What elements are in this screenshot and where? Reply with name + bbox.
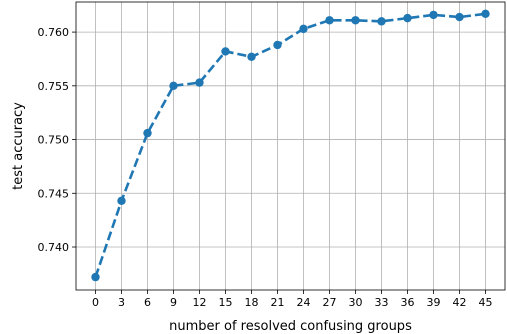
data-point <box>481 9 490 19</box>
x-tick-label: 30 <box>349 296 363 309</box>
data-point <box>325 16 334 25</box>
data-point <box>169 81 178 91</box>
data-point <box>351 16 360 25</box>
x-tick-label: 21 <box>271 296 285 309</box>
data-point <box>91 272 100 282</box>
y-tick-label: 0.740 <box>38 241 70 254</box>
data-point <box>221 47 230 56</box>
y-tick-label: 0.760 <box>38 26 70 39</box>
x-tick-label: 39 <box>427 296 441 309</box>
x-tick-label: 45 <box>479 296 493 309</box>
x-axis-ticks: 0 3 6 9 12 15 18 21 24 27 30 33 36 39 42 45 <box>92 290 493 309</box>
data-point <box>117 196 126 206</box>
series-layer <box>91 9 490 282</box>
data-point <box>455 12 464 22</box>
y-tick-label: 0.745 <box>38 187 70 200</box>
y-tick-label: 0.750 <box>38 134 70 147</box>
data-point <box>273 40 282 50</box>
grid <box>76 2 505 290</box>
x-tick-label: 6 <box>144 296 151 309</box>
data-point <box>143 128 152 138</box>
data-point <box>299 24 308 34</box>
data-point <box>247 52 256 62</box>
data-point <box>195 78 204 87</box>
y-axis-ticks: 0.740 0.745 0.750 0.755 0.760 <box>38 26 76 254</box>
y-tick-label: 0.755 <box>38 80 70 93</box>
data-point <box>403 13 412 23</box>
y-axis-label: test accuracy <box>11 102 26 190</box>
x-tick-label: 36 <box>401 296 415 309</box>
x-tick-label: 15 <box>219 296 233 309</box>
x-tick-label: 12 <box>193 296 207 309</box>
plot-frame <box>75 1 506 291</box>
x-tick-label: 3 <box>118 296 125 309</box>
x-tick-label: 27 <box>323 296 337 309</box>
x-tick-label: 42 <box>453 296 467 309</box>
x-tick-label: 0 <box>92 296 99 309</box>
x-axis-label: number of resolved confusing groups <box>169 319 412 334</box>
x-tick-label: 18 <box>245 296 259 309</box>
x-tick-label: 24 <box>297 296 311 309</box>
data-point <box>429 10 438 20</box>
x-tick-label: 33 <box>375 296 389 309</box>
x-tick-label: 9 <box>170 296 177 309</box>
series-line <box>94 12 486 278</box>
data-point <box>377 17 386 26</box>
